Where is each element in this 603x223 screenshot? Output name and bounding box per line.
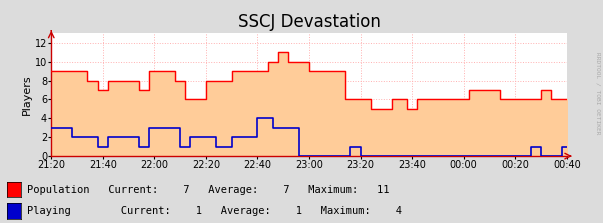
Y-axis label: Players: Players <box>22 74 32 115</box>
Text: Population   Current:    7   Average:    7   Maximum:   11: Population Current: 7 Average: 7 Maximum… <box>27 185 389 194</box>
Title: SSCJ Devastation: SSCJ Devastation <box>238 12 380 31</box>
Text: Playing        Current:    1   Average:    1   Maximum:    4: Playing Current: 1 Average: 1 Maximum: 4 <box>27 206 402 216</box>
Text: RRDTOOL / TOBI OETIKER: RRDTOOL / TOBI OETIKER <box>596 52 601 135</box>
